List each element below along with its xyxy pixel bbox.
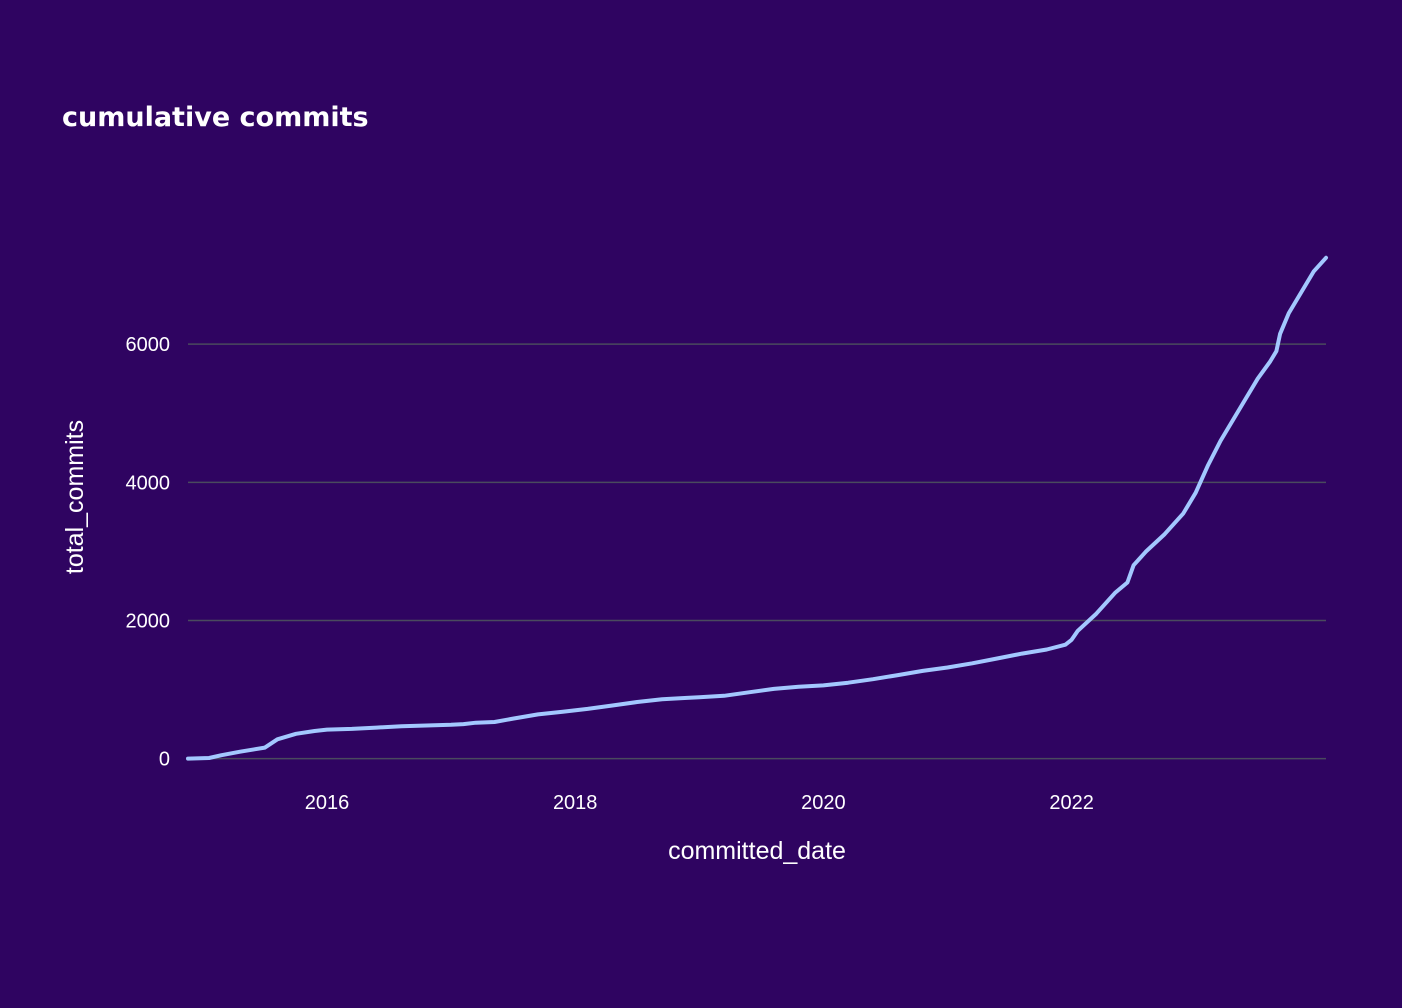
y-axis-ticks: 0 2000 4000 6000 [126,334,171,770]
y-tick-label: 0 [159,749,170,771]
x-tick-label: 2022 [1049,792,1094,814]
x-axis-ticks: 2016 2018 2020 2022 [305,792,1094,814]
chart-title: cumulative commits [62,102,369,133]
y-tick-label: 2000 [126,610,171,632]
y-tick-label: 4000 [126,472,171,494]
y-tick-label: 6000 [126,334,171,356]
x-tick-label: 2018 [553,792,598,814]
x-tick-label: 2016 [305,792,350,814]
gridlines [188,343,1326,760]
y-axis-label: total_commits [61,420,89,574]
x-axis-label: committed_date [668,837,846,865]
series-layer [186,255,1328,761]
series-line-total_commits [186,255,1328,761]
x-tick-label: 2020 [801,792,846,814]
